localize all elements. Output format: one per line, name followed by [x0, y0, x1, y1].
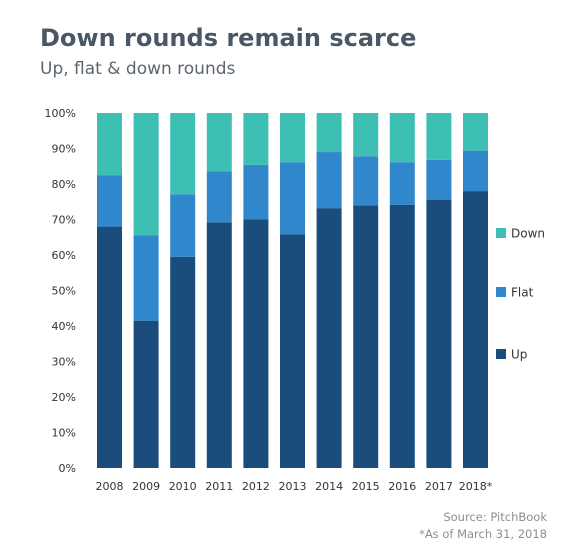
- bar-segment-up: [316, 208, 342, 468]
- x-tick-label: 2008: [96, 480, 124, 493]
- source-note: Source: PitchBook: [443, 510, 547, 524]
- y-tick-label: 100%: [45, 107, 76, 120]
- legend-label-flat: Flat: [511, 286, 534, 300]
- bar-segment-down: [426, 113, 452, 160]
- bar-segment-down: [206, 113, 232, 172]
- bar-segment-down: [389, 113, 415, 163]
- bar-segment-down: [170, 113, 196, 195]
- bar-segment-flat: [353, 156, 379, 206]
- bar-segment-up: [463, 191, 488, 468]
- bar-segment-up: [133, 320, 159, 468]
- bar-segment-flat: [206, 171, 232, 223]
- y-tick-label: 10%: [52, 427, 76, 440]
- y-tick-label: 40%: [52, 320, 76, 333]
- bar-segment-flat: [133, 235, 159, 321]
- y-tick-label: 30%: [52, 356, 76, 369]
- date-note: *As of March 31, 2018: [419, 527, 547, 541]
- x-tick-label: 2013: [279, 480, 307, 493]
- bar-segment-up: [389, 204, 415, 468]
- x-tick-label: 2014: [315, 480, 343, 493]
- bar-segment-up: [353, 205, 379, 469]
- bar-segment-down: [97, 113, 122, 176]
- bar-segment-flat: [280, 162, 305, 235]
- bar-segment-flat: [243, 164, 269, 220]
- y-tick-label: 50%: [52, 285, 76, 298]
- x-tick-label: 2011: [205, 480, 233, 493]
- bar-segment-up: [170, 256, 196, 468]
- x-tick-label: 2015: [352, 480, 380, 493]
- y-tick-label: 60%: [52, 249, 76, 262]
- bar-segment-down: [353, 113, 379, 157]
- y-tick-label: 90%: [52, 143, 76, 156]
- legend-label-down: Down: [511, 227, 545, 241]
- x-tick-label: 2012: [242, 480, 270, 493]
- legend-swatch-flat: [496, 287, 506, 297]
- chart-title: Down rounds remain scarce: [40, 24, 417, 52]
- bar-segment-flat: [463, 150, 488, 192]
- x-tick-label: 2016: [388, 480, 416, 493]
- bar-segment-up: [206, 222, 232, 468]
- bar-segment-up: [280, 234, 305, 468]
- bar-segment-flat: [170, 194, 196, 257]
- y-tick-label: 70%: [52, 214, 76, 227]
- bar-segment-down: [463, 113, 488, 151]
- bar-segment-flat: [97, 175, 122, 227]
- x-tick-label: 2018*: [459, 480, 493, 493]
- bar-segment-down: [316, 113, 342, 153]
- bar-segment-flat: [316, 152, 342, 209]
- y-tick-label: 0%: [59, 462, 76, 475]
- legend-swatch-down: [496, 228, 506, 238]
- bar-segment-up: [426, 199, 452, 468]
- bar-segment-flat: [426, 159, 452, 200]
- bar-segment-up: [97, 226, 122, 468]
- bar-segment-down: [133, 113, 159, 236]
- bar-segment-up: [243, 219, 269, 468]
- y-tick-label: 80%: [52, 178, 76, 191]
- legend-swatch-up: [496, 349, 506, 359]
- x-tick-label: 2010: [169, 480, 197, 493]
- legend-label-up: Up: [511, 348, 527, 362]
- bar-segment-down: [280, 113, 305, 163]
- x-tick-label: 2009: [132, 480, 160, 493]
- bar-segment-down: [243, 113, 269, 165]
- x-tick-label: 2017: [425, 480, 453, 493]
- y-tick-label: 20%: [52, 391, 76, 404]
- chart-subtitle: Up, flat & down rounds: [40, 59, 236, 79]
- bar-segment-flat: [389, 162, 415, 205]
